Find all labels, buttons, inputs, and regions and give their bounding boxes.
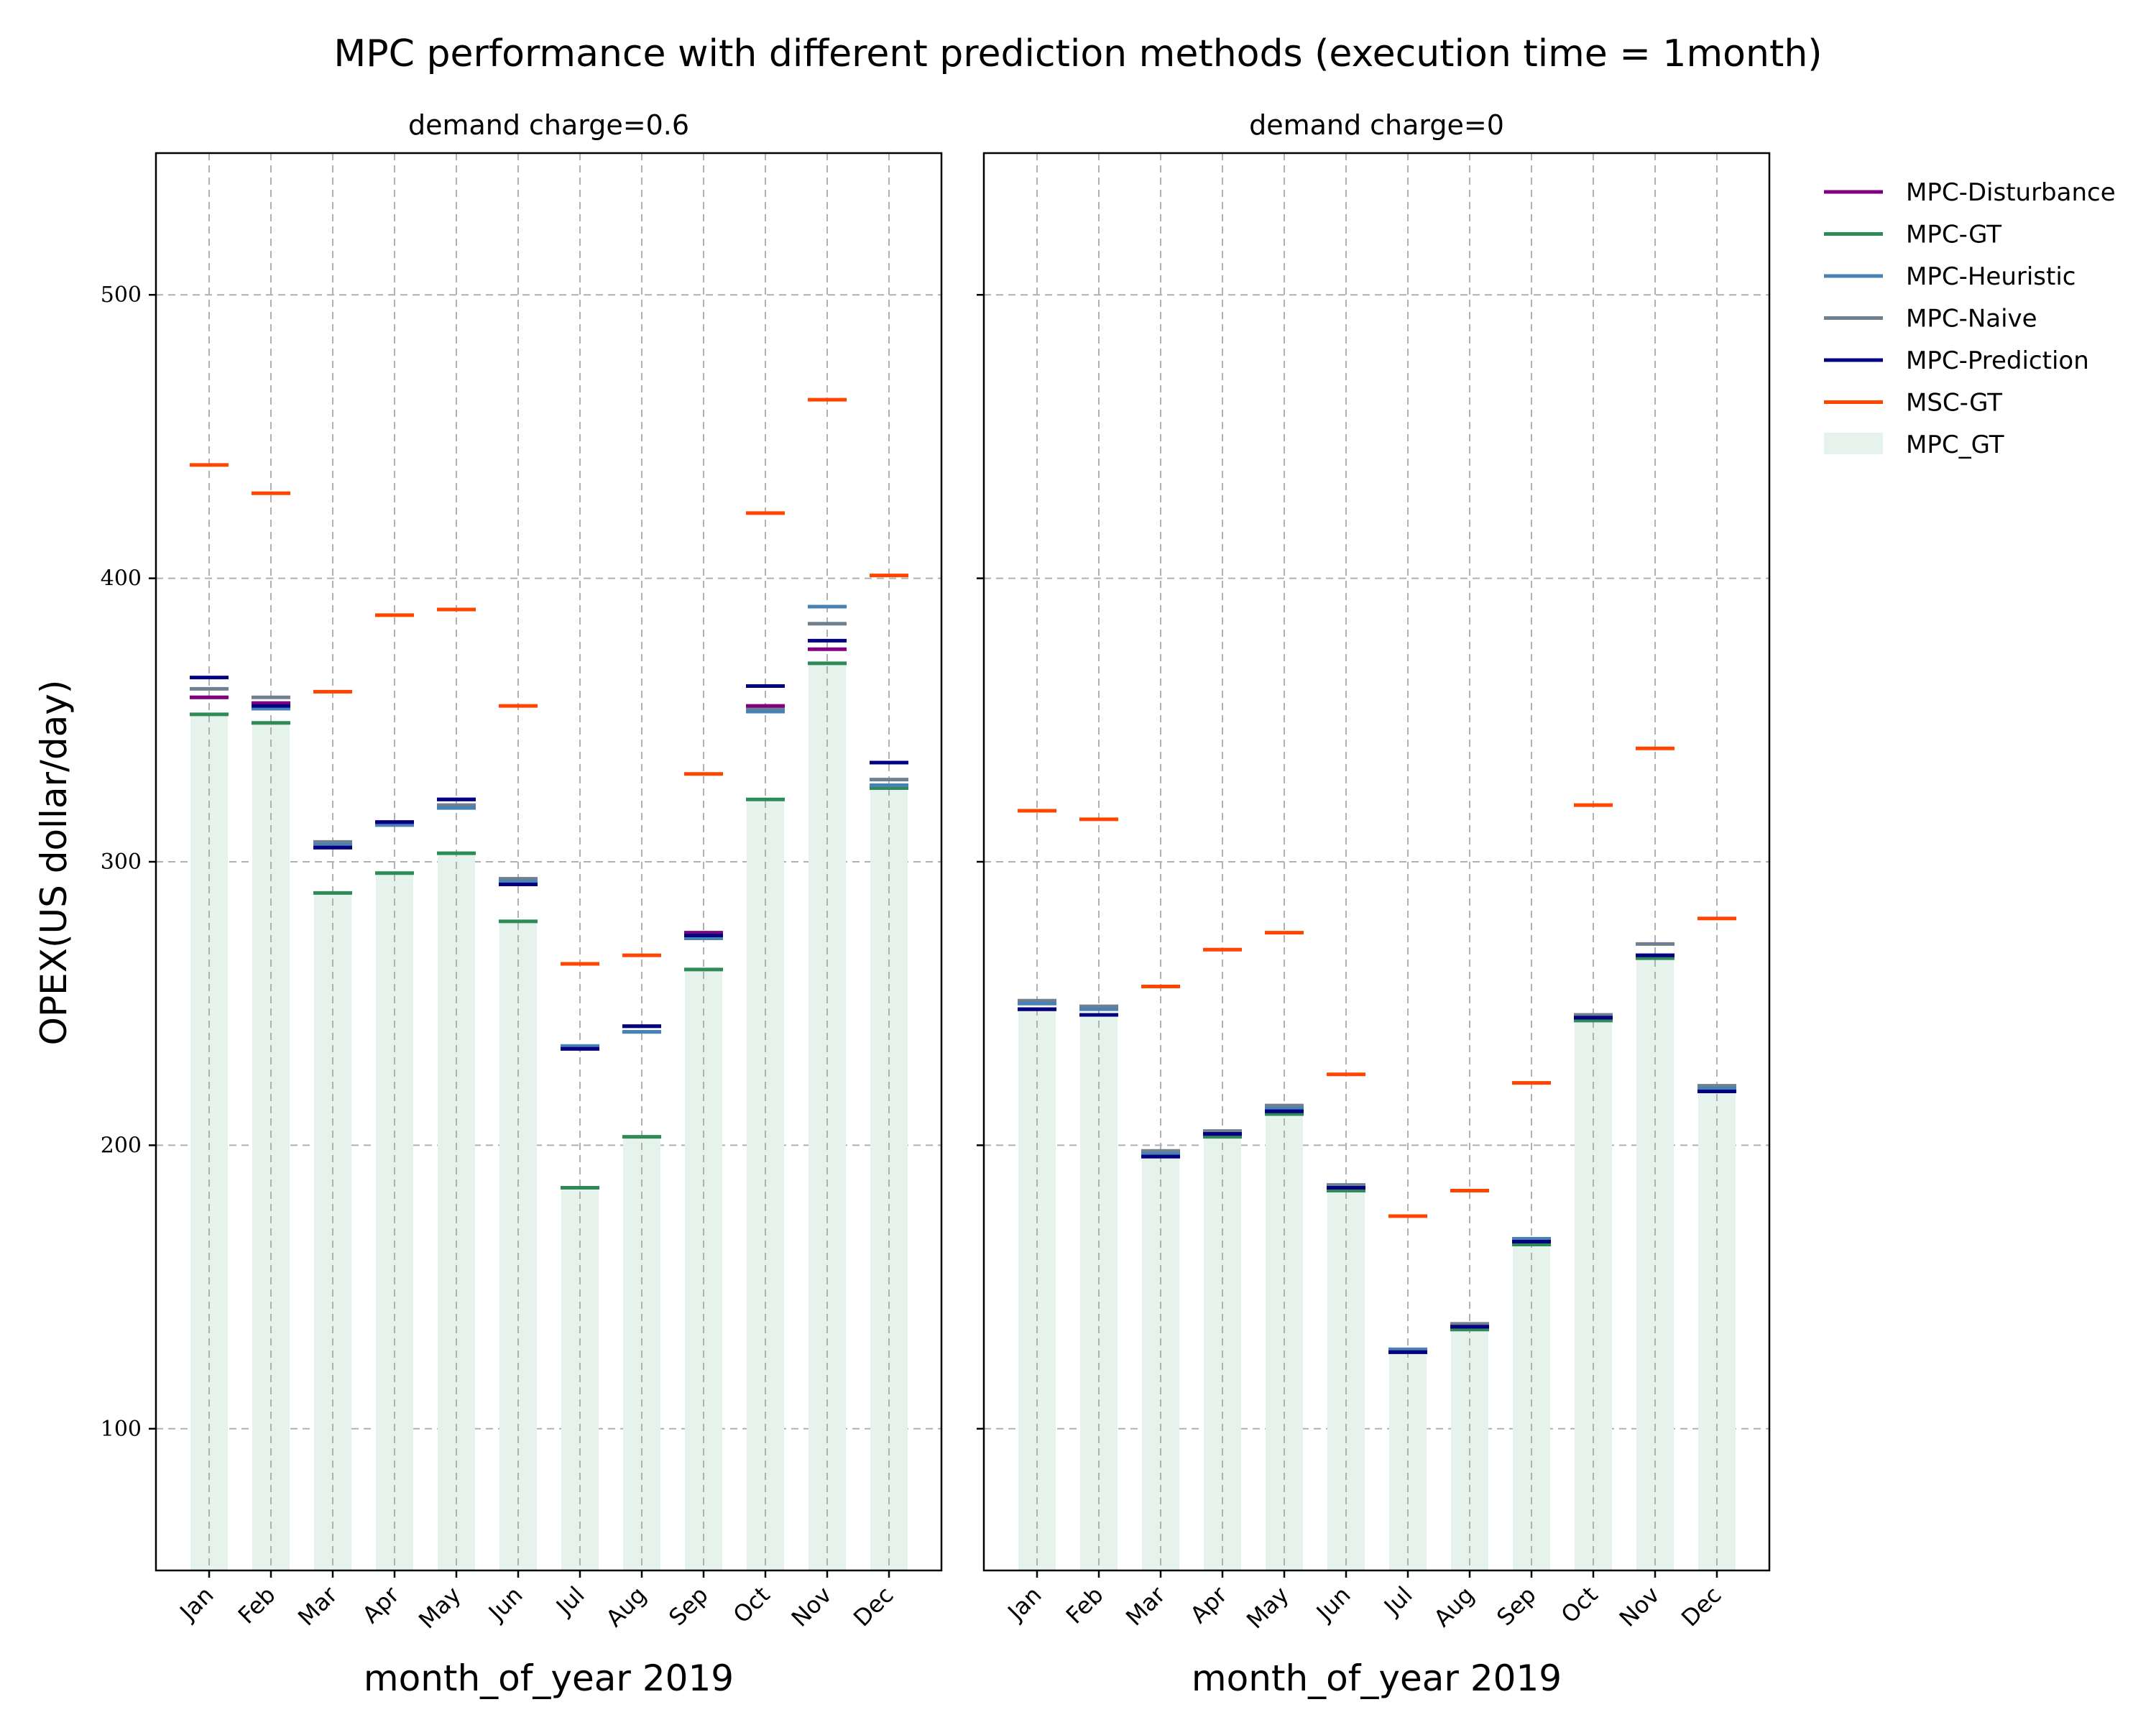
chart-title: MPC performance with different predictio… [333, 32, 1822, 75]
x-tick-label: Feb [1061, 1581, 1109, 1629]
legend-item: MPC-Naive [1824, 305, 2037, 334]
x-tick-label: Jul [550, 1581, 590, 1622]
legend-item: MPC_GT [1824, 431, 2004, 459]
x-tick-label: Sep [1491, 1581, 1542, 1632]
legend-label: MPC-GT [1906, 221, 2001, 249]
x-tick-label: Mar [292, 1581, 343, 1631]
y-tick-label: 200 [101, 1133, 142, 1158]
bar-mpc-gt [808, 663, 846, 1571]
x-tick-label: Oct [728, 1581, 775, 1629]
chart-legend: MPC-Disturbance MPC-GT MPC-Heuristic MPC-Na… [1824, 178, 2116, 459]
panel-2: Jan Feb Mar Apr May Jun Jul Aug Sep Oct Nov Dec dema… [977, 109, 1771, 1699]
x-tick-label: Oct [1556, 1581, 1603, 1629]
x-tick-label: Jun [482, 1581, 528, 1627]
legend-swatch [1824, 433, 1883, 454]
legend-item: MPC-GT [1824, 221, 2001, 249]
x-axis-label: month_of_year 2019 [1192, 1657, 1562, 1699]
x-tick-label: Dec [1676, 1581, 1727, 1632]
legend-label: MSC-GT [1906, 389, 2002, 418]
x-tick-label: Nov [1614, 1581, 1665, 1632]
x-tick-label: Jan [1001, 1581, 1046, 1627]
x-tick-label: Aug [1429, 1581, 1480, 1632]
y-tick-label: 100 [101, 1417, 142, 1442]
y-axis-label: OPEX(US dollar/day) [33, 680, 75, 1046]
y-tick-label: 400 [101, 566, 142, 592]
x-tick-label: Jan [173, 1581, 218, 1627]
x-tick-label: Apr [1185, 1581, 1233, 1629]
y-tick-label: 500 [101, 282, 142, 308]
x-tick-label: Apr [357, 1581, 405, 1629]
legend-item: MPC-Heuristic [1824, 262, 2076, 291]
x-tick-label: Dec [848, 1581, 899, 1632]
legend-item: MPC-Prediction [1824, 346, 2089, 375]
legend-item: MSC-GT [1824, 389, 2002, 418]
x-tick-label: May [1241, 1581, 1294, 1634]
x-axis-label: month_of_year 2019 [364, 1657, 734, 1699]
x-tick-label: Jun [1310, 1581, 1356, 1627]
legend-label: MPC-Heuristic [1906, 262, 2076, 291]
panel-title: demand charge=0 [1249, 109, 1504, 141]
x-tick-label: May [413, 1581, 466, 1634]
panel-1: 100 200 300 400 500 Jan Feb Mar Apr May Jun Jul Aug S… [101, 109, 943, 1699]
y-tick-label: 300 [101, 850, 142, 875]
panel-title: demand charge=0.6 [408, 109, 689, 141]
x-tick-label: Aug [601, 1581, 652, 1632]
legend-label: MPC-Disturbance [1906, 178, 2116, 207]
x-tick-label: Mar [1120, 1581, 1171, 1631]
legend-label: MPC_GT [1906, 431, 2004, 459]
x-tick-label: Jul [1378, 1581, 1418, 1622]
legend-label: MPC-Prediction [1906, 346, 2089, 375]
legend-label: MPC-Naive [1906, 305, 2037, 334]
x-tick-label: Sep [663, 1581, 714, 1632]
x-tick-label: Feb [233, 1581, 281, 1629]
legend-item: MPC-Disturbance [1824, 178, 2116, 207]
x-tick-label: Nov [786, 1581, 837, 1632]
